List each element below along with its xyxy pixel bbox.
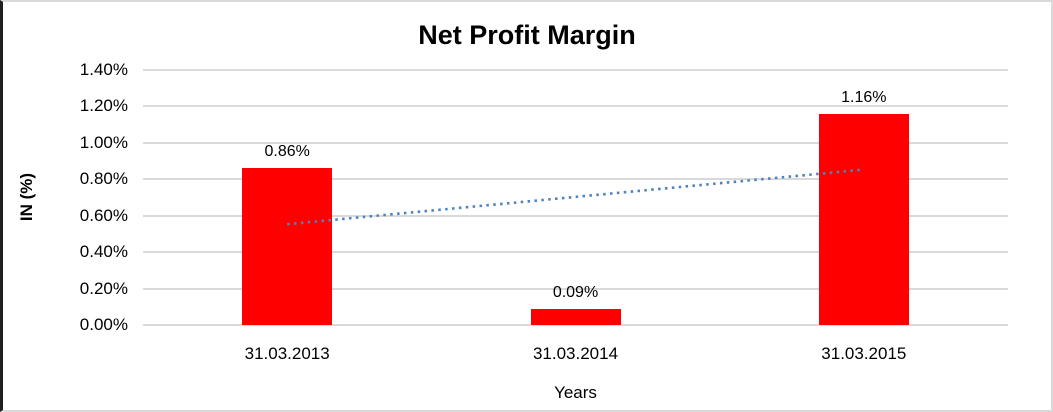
x-category-label: 31.03.2015 — [821, 344, 907, 363]
x-category-label: 31.03.2013 — [244, 344, 330, 363]
gridline — [143, 69, 1008, 71]
bar-value-label: 0.09% — [552, 283, 599, 301]
bar-value-label: 0.86% — [264, 143, 310, 161]
chart-title: Net Profit Margin — [418, 20, 636, 50]
y-tick-label: 0.00% — [79, 315, 128, 334]
gridline — [143, 324, 1008, 326]
y-tick-label: 0.20% — [79, 278, 128, 298]
bar — [530, 308, 621, 325]
y-tick-label: 1.20% — [79, 96, 128, 116]
y-tick-label: 0.40% — [79, 242, 128, 262]
gridline — [143, 287, 1008, 290]
x-axis-title: Years — [554, 383, 597, 402]
y-tick-label: 0.80% — [79, 169, 128, 189]
bar-value-label: 1.16% — [841, 88, 887, 106]
gridline — [143, 141, 1008, 144]
y-axis-title-text: IN (%) — [17, 172, 36, 222]
y-tick-label: 1.40% — [79, 60, 128, 79]
gridline — [143, 105, 1008, 108]
plot-area — [143, 69, 1008, 326]
gridline — [143, 251, 1008, 254]
bar — [242, 168, 333, 325]
y-tick-label: 1.00% — [79, 132, 128, 152]
bar — [818, 113, 909, 325]
y-tick-label: 0.60% — [79, 205, 128, 225]
x-category-label: 31.03.2014 — [532, 344, 619, 363]
